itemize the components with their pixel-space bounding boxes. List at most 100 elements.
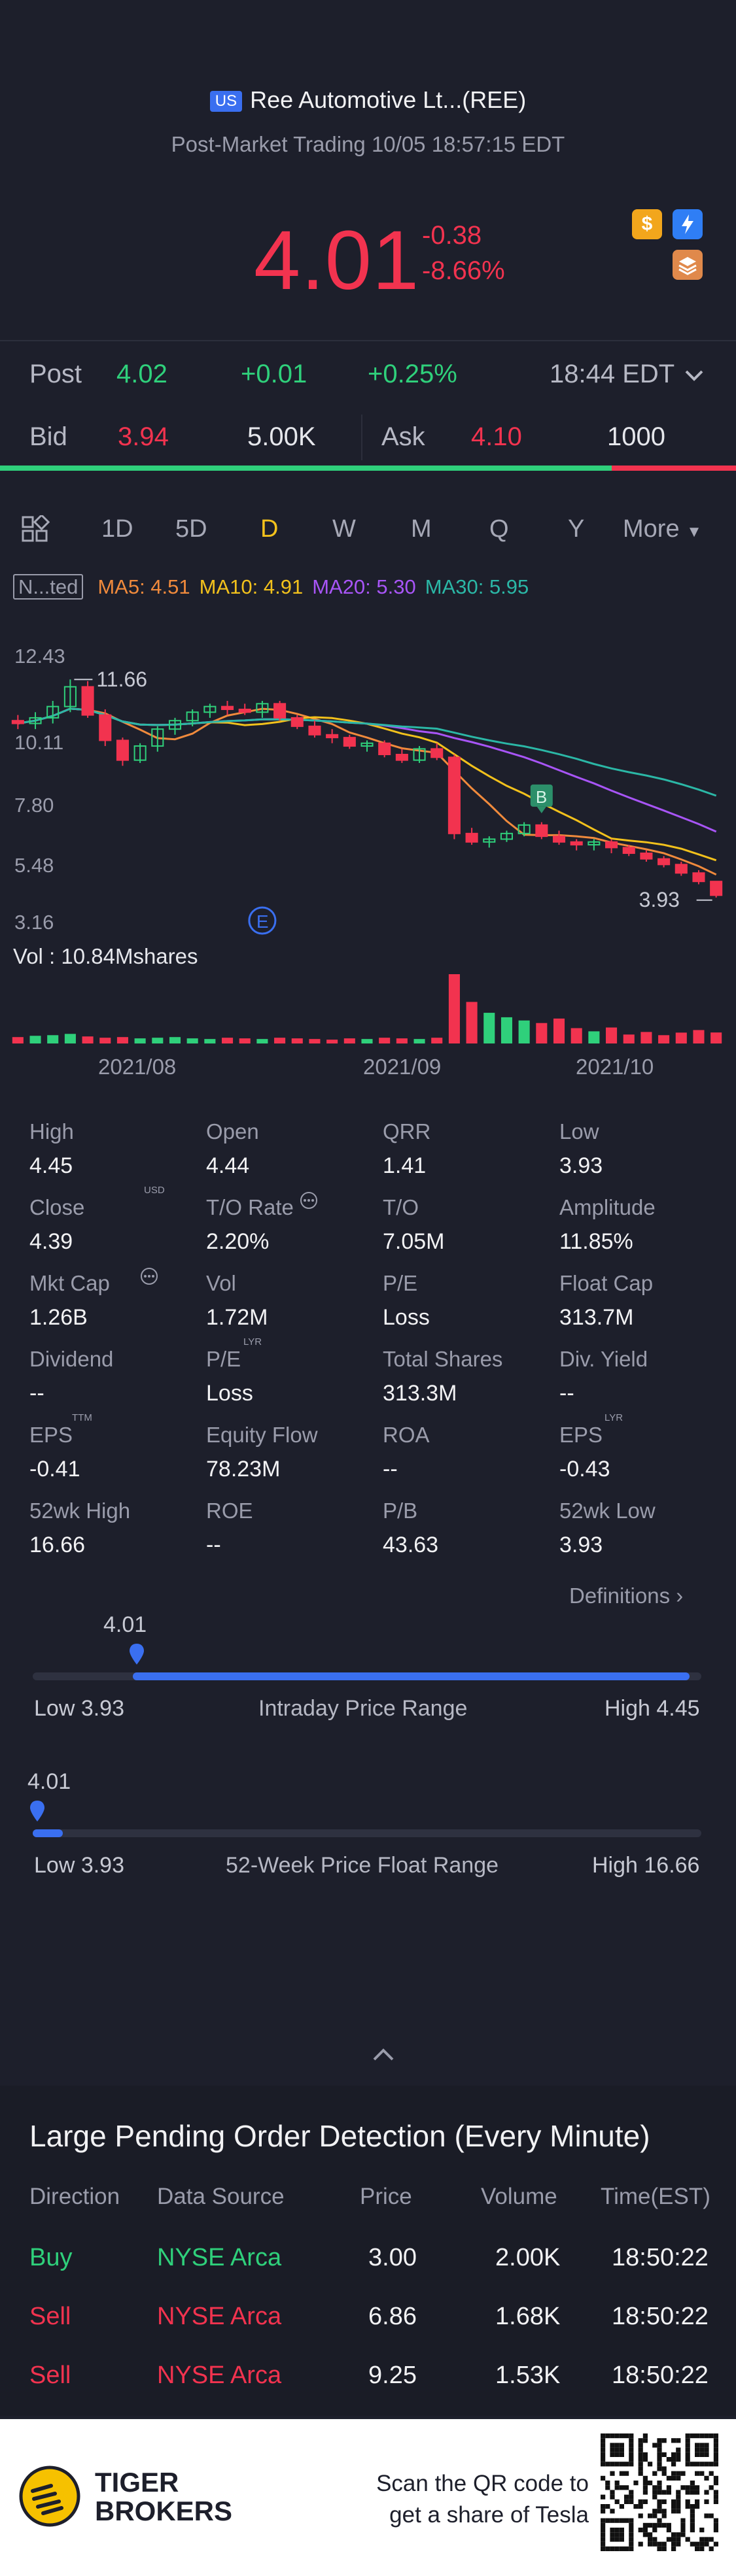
qr-module (657, 2438, 662, 2443)
qr-module (661, 2546, 667, 2551)
candle-body (692, 872, 705, 883)
intraday-high: High 4.45 (605, 1696, 700, 1721)
volume-bar (483, 1013, 495, 1043)
order-volume: 1.68K (495, 2303, 561, 2330)
bid-price: 3.94 (118, 422, 169, 451)
qr-module (657, 2499, 662, 2504)
qr-module (704, 2447, 709, 2452)
candle-body (151, 728, 164, 747)
tab-y[interactable]: Y (568, 515, 585, 543)
tab-m[interactable]: M (411, 515, 432, 543)
candle-body (290, 717, 304, 727)
qr-module (614, 2532, 620, 2537)
qr-module (713, 2457, 718, 2462)
qr-module (629, 2518, 634, 2523)
stock-title[interactable]: US Ree Automotive Lt...(REE) (0, 86, 736, 114)
candle-body (605, 841, 618, 849)
stat-value: -0.43 (559, 1457, 610, 1482)
qr-module (629, 2499, 634, 2504)
qr-module (709, 2462, 714, 2467)
qr-module (629, 2447, 634, 2452)
ma-line (18, 707, 717, 876)
qr-module (704, 2499, 709, 2504)
qr-module (690, 2518, 695, 2523)
chevron-up-icon[interactable] (370, 2046, 396, 2062)
lightning-badge-icon[interactable] (673, 209, 703, 239)
tab-more-label: More (623, 515, 680, 543)
tab-5d[interactable]: 5D (175, 515, 207, 543)
post-market-row[interactable]: Post 4.02 +0.01 +0.25% 18:44 EDT (0, 340, 736, 405)
tab-1d[interactable]: 1D (101, 515, 133, 543)
qr-module (671, 2541, 676, 2547)
chart-mode-button[interactable]: N...ted (13, 574, 84, 600)
candle-body (256, 703, 269, 713)
tab-w[interactable]: W (332, 515, 356, 543)
buy-marker-label: B (536, 787, 547, 807)
qr-module (657, 2457, 662, 2462)
buy-marker-icon[interactable] (530, 784, 553, 807)
stat-label: Close (29, 1195, 85, 1219)
volume-bar (343, 1038, 355, 1043)
qr-module (709, 2513, 714, 2518)
qr-module (676, 2509, 681, 2514)
qr-module (666, 2485, 671, 2490)
layout-grid-icon[interactable] (21, 515, 50, 544)
qr-module (690, 2528, 695, 2533)
chevron-down-icon[interactable] (684, 369, 705, 382)
price-chart[interactable]: 11.66 3.93 E B (0, 628, 736, 1046)
qr-module (704, 2462, 709, 2467)
qr-module (642, 2481, 648, 2486)
qr-module (657, 2504, 662, 2509)
candle-body (220, 705, 234, 710)
order-price: 9.25 (368, 2362, 417, 2389)
info-icon[interactable] (140, 1267, 160, 1287)
volume-bar (431, 1038, 443, 1043)
tab-q[interactable]: Q (489, 515, 509, 543)
intraday-range-fill (133, 1672, 690, 1680)
qr-module (605, 2546, 610, 2551)
qr-module (699, 2537, 705, 2542)
candle-body (430, 748, 444, 758)
qr-module (614, 2481, 620, 2486)
qr-module (685, 2499, 690, 2504)
ask-price: 4.10 (471, 422, 522, 451)
stock-name: Ree Automotive Lt...(REE) (250, 86, 527, 113)
tab-more[interactable]: More ▼ (623, 515, 702, 543)
qr-module (680, 2528, 686, 2533)
qr-module (638, 2528, 643, 2533)
intraday-pin-icon (130, 1644, 144, 1665)
volume-bar (588, 1031, 600, 1043)
bid-size: 5.00K (247, 422, 316, 451)
volume-bar (239, 1038, 251, 1043)
qr-module (709, 2433, 714, 2439)
stat-label: T/O (383, 1195, 419, 1219)
qr-module (690, 2513, 695, 2518)
qr-module (652, 2528, 657, 2533)
qr-module (638, 2452, 643, 2457)
volume-bar (152, 1038, 164, 1043)
volume-bar (413, 1039, 425, 1043)
layers-badge-icon[interactable] (673, 250, 703, 280)
qr-module (629, 2433, 634, 2439)
brand-name: TIGER BROKERS (95, 2468, 232, 2526)
qr-module (657, 2546, 662, 2551)
stat-label: High (29, 1119, 74, 1144)
definitions-link[interactable]: Definitions › (569, 1584, 683, 1608)
qr-module (671, 2471, 676, 2476)
tab-d[interactable]: D (260, 515, 279, 543)
volume-bar (99, 1038, 111, 1043)
dollar-badge-icon[interactable]: $ (632, 209, 662, 239)
qr-module (657, 2522, 662, 2528)
stat-label: ROE (206, 1499, 253, 1523)
order-time: 18:50:22 (612, 2303, 709, 2330)
stat-label: QRR (383, 1119, 431, 1144)
info-icon[interactable] (300, 1191, 319, 1211)
qr-module (671, 2504, 676, 2509)
qr-module (614, 2528, 620, 2533)
qr-module (605, 2481, 610, 2486)
qr-module (652, 2541, 657, 2547)
qr-module (633, 2481, 639, 2486)
volume-bar (606, 1027, 618, 1043)
event-marker-icon[interactable] (248, 906, 277, 935)
qr-module (713, 2462, 718, 2467)
